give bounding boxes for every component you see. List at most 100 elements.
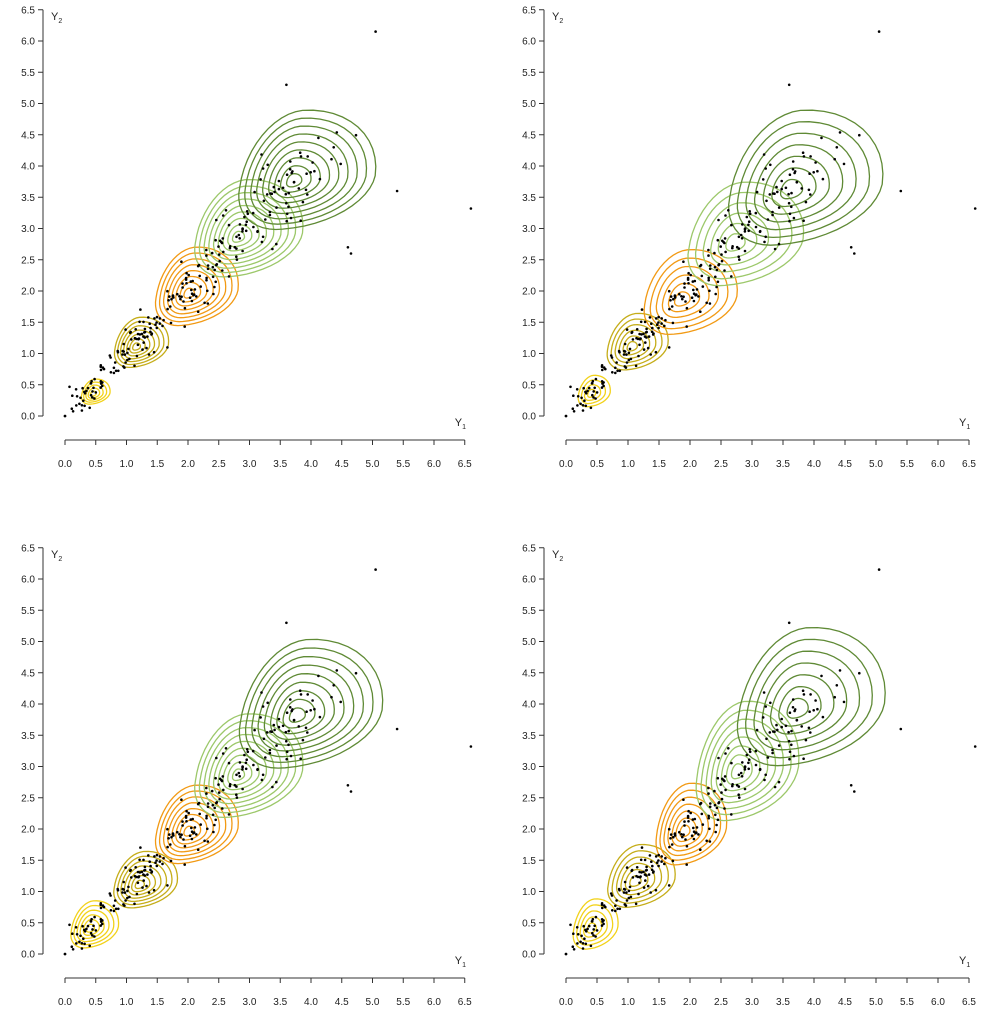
data-point	[311, 161, 314, 164]
data-point	[780, 187, 783, 191]
data-point	[618, 350, 621, 354]
data-point	[288, 168, 292, 171]
data-point	[180, 798, 183, 801]
data-point	[154, 323, 157, 327]
data-point	[595, 391, 599, 394]
data-point	[112, 366, 116, 370]
contour-line	[643, 248, 738, 336]
data-point	[101, 919, 104, 922]
data-point	[625, 361, 629, 364]
data-point	[268, 751, 272, 755]
data-point	[644, 879, 647, 882]
x-tick-label: 6.5	[458, 997, 472, 1008]
data-point	[212, 292, 215, 296]
contour-line	[238, 638, 384, 769]
data-point	[820, 674, 823, 678]
data-point	[737, 793, 740, 796]
data-point	[618, 369, 622, 373]
data-point	[802, 757, 805, 760]
data-point	[272, 723, 276, 727]
data-point	[660, 317, 663, 320]
data-point	[804, 738, 808, 742]
data-point	[713, 803, 717, 807]
data-point	[609, 892, 613, 895]
data-point	[141, 886, 144, 889]
panel-bottom-left: 0.0 0.5 1.0 1.5 2.0 2.5 3.0 3.5 4.0 4.5 5.0 5.5 6.0 6…	[21, 543, 473, 1008]
data-point	[83, 404, 86, 408]
data-point	[271, 785, 274, 789]
data-point	[113, 361, 117, 364]
data-point	[758, 768, 762, 772]
data-point	[647, 873, 651, 876]
data-point	[332, 684, 336, 687]
data-point	[576, 404, 579, 407]
data-point	[135, 892, 139, 896]
y-tick-label: 0.0	[21, 950, 35, 961]
data-point	[213, 268, 216, 272]
data-point	[71, 932, 74, 935]
data-point	[149, 864, 152, 868]
data-point	[769, 163, 772, 167]
data-point	[637, 892, 640, 896]
data-point	[317, 136, 320, 140]
data-point	[681, 297, 684, 301]
data-point	[235, 235, 238, 239]
data-point	[714, 275, 717, 279]
y-tick-label: 1.0	[21, 349, 35, 360]
data-point	[284, 192, 288, 196]
data-point	[877, 30, 881, 33]
data-point	[587, 386, 591, 390]
data-point	[238, 237, 241, 240]
data-point	[685, 306, 689, 310]
data-point	[740, 237, 744, 240]
data-point	[743, 768, 747, 771]
data-point	[584, 942, 588, 946]
data-point	[667, 827, 671, 831]
data-point	[600, 902, 604, 905]
data-point	[773, 247, 777, 251]
data-point	[769, 701, 772, 705]
data-point	[646, 346, 650, 350]
data-point	[571, 945, 575, 948]
data-point	[265, 193, 269, 196]
data-point	[745, 215, 749, 219]
data-point	[773, 192, 776, 195]
data-point	[724, 752, 727, 755]
y-tick-label: 3.5	[522, 731, 536, 742]
data-point	[692, 837, 696, 841]
data-point	[217, 245, 220, 248]
data-point	[738, 258, 741, 261]
data-point	[190, 288, 193, 292]
contour-line	[694, 191, 793, 280]
data-point	[349, 790, 353, 793]
data-point	[591, 379, 595, 383]
y-tick-label: 5.0	[522, 637, 536, 648]
x-tick-label: 5.5	[900, 459, 914, 470]
data-point	[648, 854, 652, 857]
data-point	[155, 859, 158, 862]
y-tick-label: 0.0	[21, 412, 35, 423]
data-point	[185, 282, 188, 285]
y-tick-label: 4.5	[522, 130, 536, 141]
data-point	[708, 827, 711, 831]
data-point	[213, 285, 216, 289]
data-point	[899, 727, 903, 731]
data-point	[193, 826, 197, 829]
data-point	[228, 784, 232, 788]
data-point	[723, 269, 726, 272]
data-point	[808, 710, 811, 713]
data-point	[126, 351, 129, 355]
x-tick-label: 0.5	[89, 459, 103, 470]
data-point	[306, 193, 309, 196]
x-tick-label: 5.5	[396, 459, 410, 470]
data-point	[576, 942, 579, 945]
data-point	[646, 884, 650, 888]
data-point	[640, 846, 644, 849]
contour-line	[154, 784, 239, 865]
x-tick-label: 5.5	[900, 997, 914, 1008]
panel-top-right: 0.0 0.5 1.0 1.5 2.0 2.5 3.0 3.5 4.0 4.5 5.0 5.5 6.0 6…	[522, 5, 977, 470]
data-point	[809, 155, 812, 158]
data-point	[747, 758, 751, 761]
data-point	[74, 926, 78, 929]
data-point	[93, 935, 96, 938]
